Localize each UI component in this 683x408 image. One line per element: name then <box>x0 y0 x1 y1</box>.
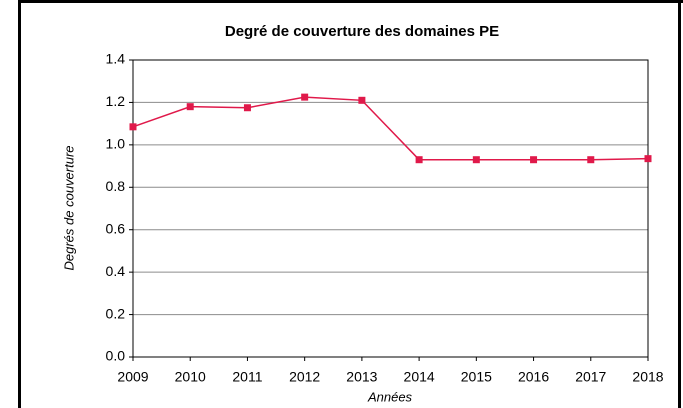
x-tick-label: 2015 <box>461 369 492 385</box>
y-axis-label: Degrés de couverture <box>61 145 76 270</box>
y-tick-label: 1.4 <box>106 51 126 67</box>
y-tick-label: 0.4 <box>106 263 126 279</box>
marker <box>358 96 366 104</box>
x-tick-label: 2012 <box>289 369 320 385</box>
marker <box>301 93 309 101</box>
frame-top <box>18 0 683 3</box>
x-axis-label: Années <box>367 389 413 404</box>
y-tick-label: 0.2 <box>106 305 126 321</box>
marker <box>472 156 480 164</box>
x-tick-label: 2016 <box>518 369 549 385</box>
marker <box>644 155 652 163</box>
y-tick-label: 0.0 <box>106 348 126 364</box>
x-tick-label: 2009 <box>117 369 148 385</box>
x-tick-label: 2017 <box>575 369 606 385</box>
y-tick-label: 0.8 <box>106 178 126 194</box>
x-tick-label: 2018 <box>632 369 663 385</box>
marker <box>129 123 137 131</box>
x-tick-label: 2010 <box>175 369 206 385</box>
frame-left <box>18 0 21 408</box>
frame-right <box>678 0 681 408</box>
x-tick-label: 2014 <box>404 369 435 385</box>
y-tick-label: 0.6 <box>106 220 126 236</box>
marker <box>587 156 595 164</box>
x-tick-label: 2013 <box>346 369 377 385</box>
line <box>132 96 649 161</box>
marker <box>186 103 194 111</box>
plot-border <box>132 59 649 358</box>
y-tick-label: 1.2 <box>106 93 126 109</box>
x-tick-label: 2011 <box>232 369 262 385</box>
marker <box>530 156 538 164</box>
chart-title: Degré de couverture des domaines PE <box>225 23 499 40</box>
marker <box>243 104 251 112</box>
marker <box>415 156 423 164</box>
y-tick-label: 1.0 <box>106 136 126 152</box>
